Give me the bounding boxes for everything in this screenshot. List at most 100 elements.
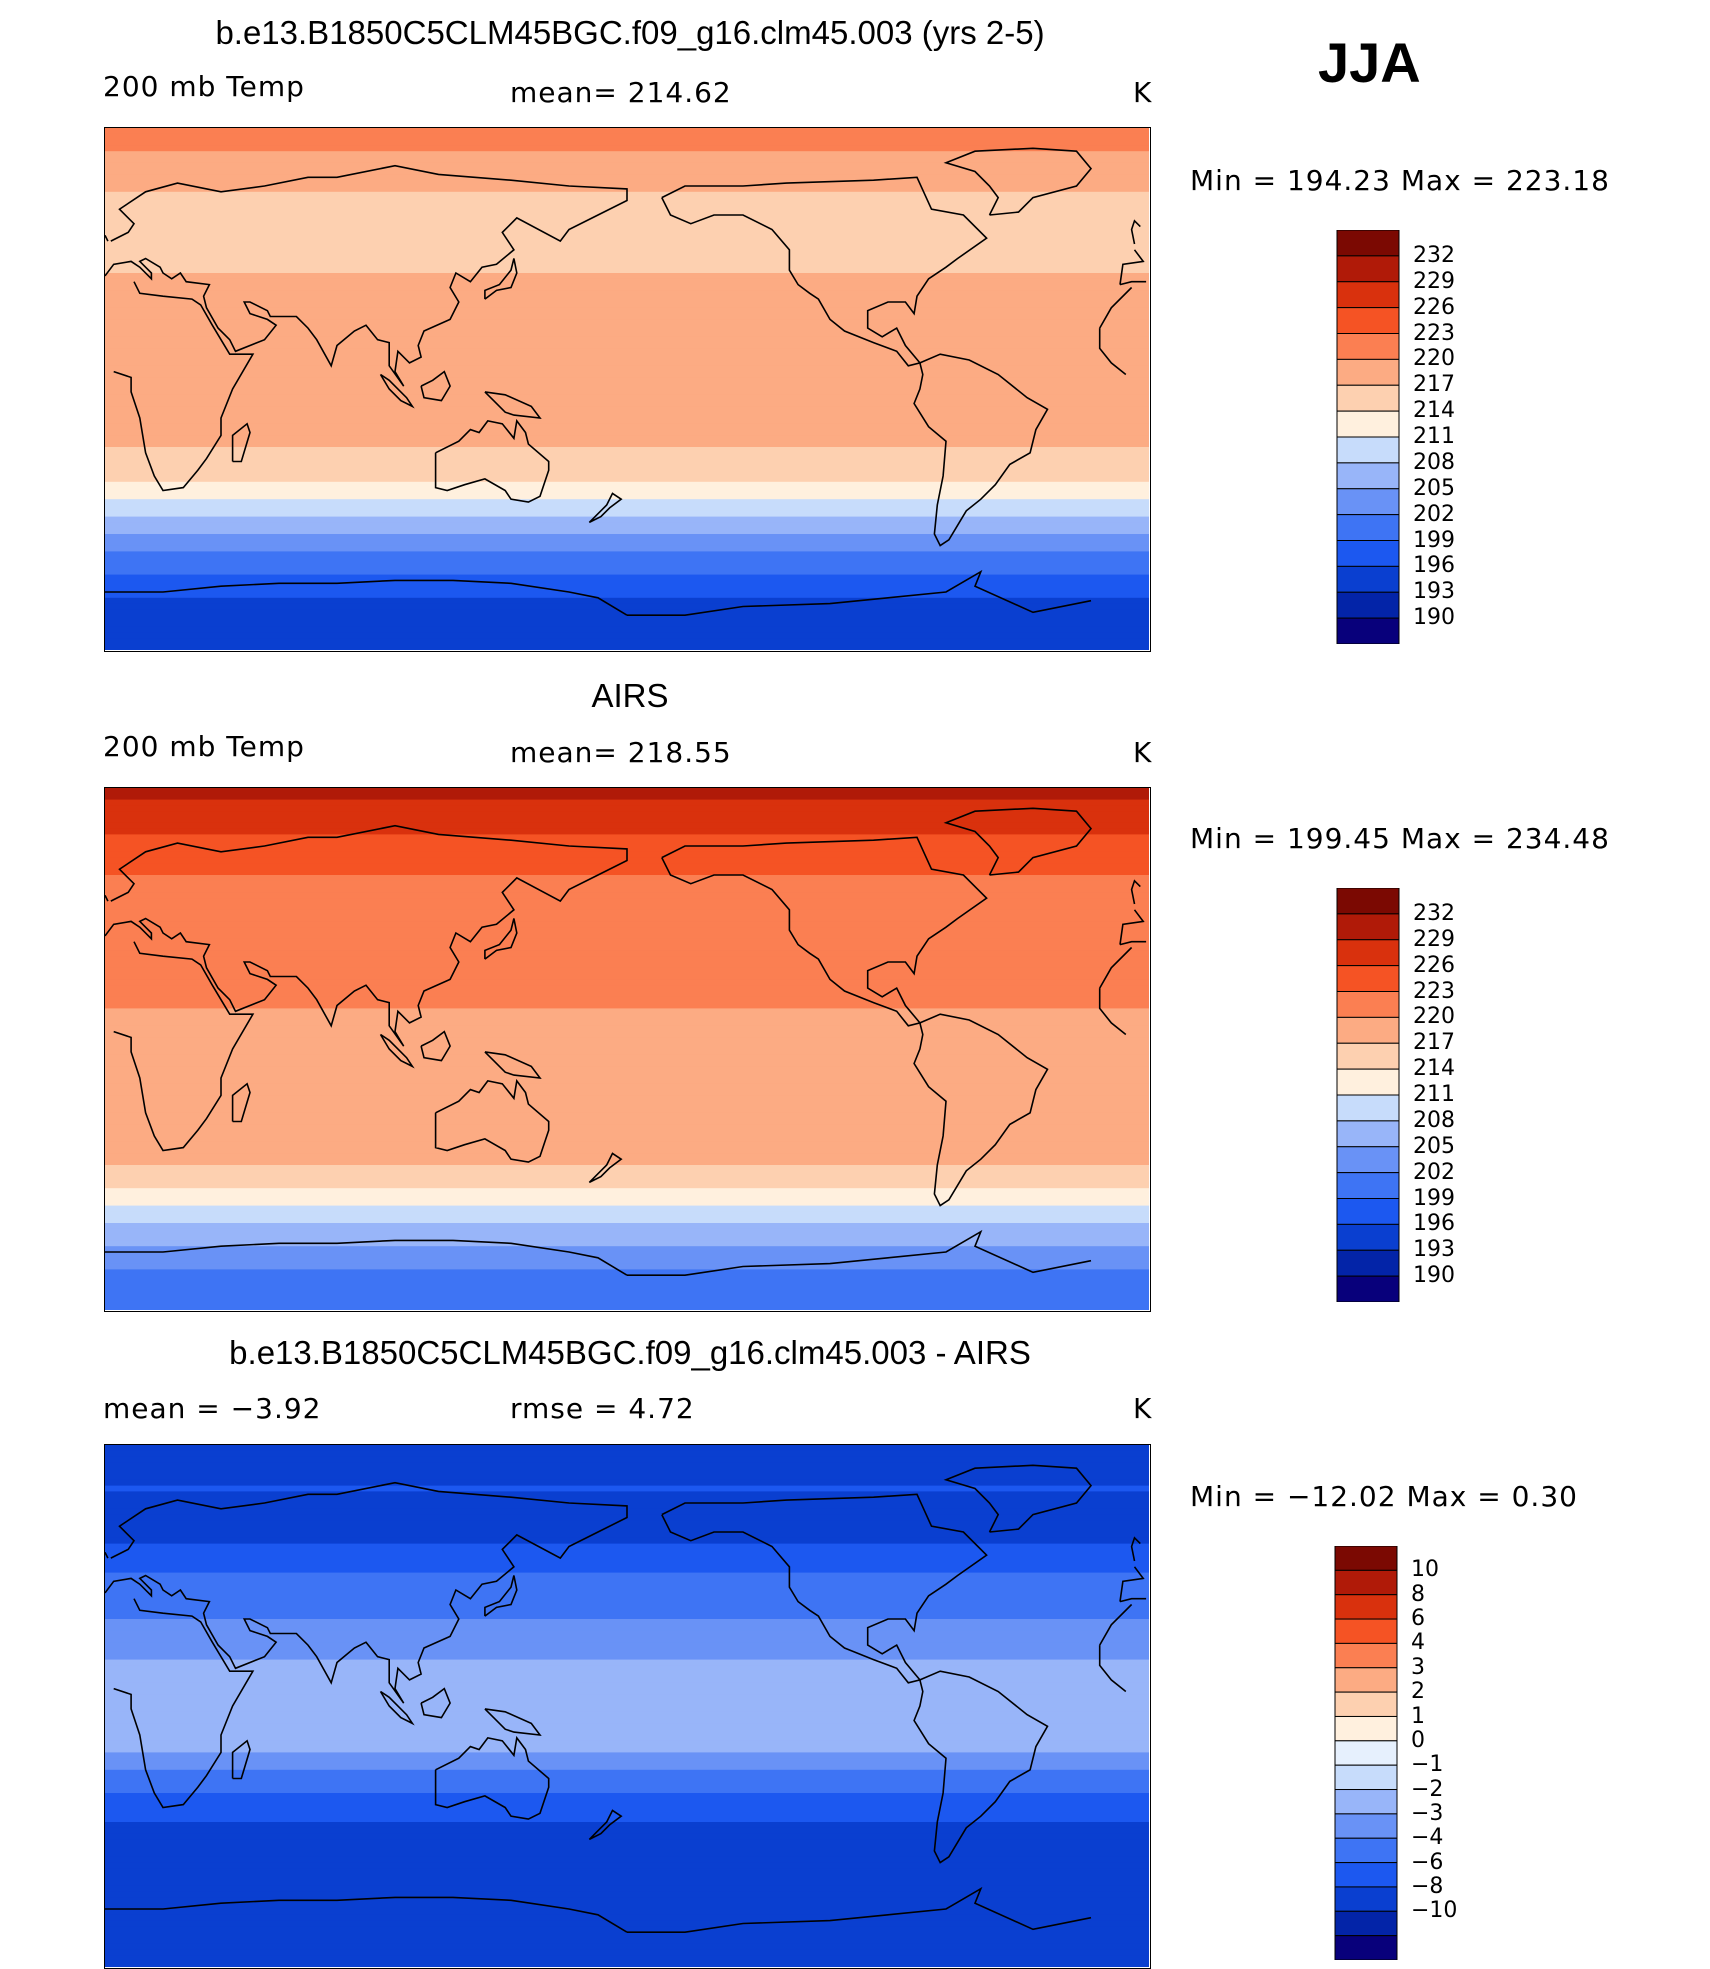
coastline-4-2: [1119, 940, 1147, 946]
zonal-band: [105, 904, 1149, 911]
coastline-12-0: [379, 1033, 415, 1069]
zonal-band: [105, 1228, 1149, 1236]
zonal-band: [105, 1769, 1149, 1777]
colorbar-tick-label: 0: [1411, 1727, 1425, 1753]
colorbar-swatch: [1336, 991, 1400, 1018]
zonal-band: [105, 799, 1149, 806]
coastline-3-1: [113, 941, 255, 1152]
colorbar-swatch: [1336, 887, 1400, 915]
colorbar-tick-label: 229: [1413, 268, 1455, 294]
zonal-band: [105, 180, 1149, 187]
panel-3-map: [104, 1444, 1151, 1969]
zonal-band: [105, 226, 1149, 233]
colorbar-tick-label: 226: [1413, 952, 1455, 978]
colorbar-swatch: [1336, 1042, 1400, 1070]
colorbar-tick-label: 196: [1413, 1211, 1455, 1237]
panel-1-colorbar: [1336, 229, 1400, 649]
zonal-band: [105, 840, 1149, 847]
zonal-band: [105, 915, 1149, 922]
panel-1-map-svg: [105, 128, 1149, 650]
coastline-3-1: [113, 281, 255, 492]
zonal-band: [105, 1124, 1149, 1131]
zonal-band: [105, 1008, 1149, 1015]
zonal-band: [105, 348, 1149, 355]
coastline-13-0: [484, 391, 542, 419]
coastline-3-0: [1099, 286, 1133, 329]
zonal-band: [105, 261, 1149, 268]
colorbar-swatch: [1336, 281, 1400, 309]
panel-1-mean-label: mean= 214.62: [510, 76, 732, 109]
colorbar-tick-label: 217: [1413, 1030, 1455, 1056]
panel-2-variable-label: 200 mb Temp: [103, 730, 305, 763]
panel-1-map: [104, 127, 1151, 652]
coastline-6-1: [105, 1239, 628, 1276]
zonal-band: [105, 412, 1149, 419]
panel-2-units-label: K: [1133, 736, 1153, 769]
zonal-band: [105, 1037, 1149, 1044]
colorbar-tick-label: 2: [1411, 1679, 1425, 1705]
coastline-7-0: [231, 1739, 251, 1780]
zonal-band: [105, 267, 1149, 274]
zonal-band: [105, 1462, 1149, 1469]
zonal-band: [105, 1031, 1149, 1038]
zonal-band: [105, 1304, 1149, 1310]
zonal-band: [105, 1286, 1149, 1294]
zonal-band: [105, 1891, 1149, 1898]
colorbar-swatch: [1334, 1910, 1398, 1937]
zonal-band: [105, 505, 1149, 512]
zonal-band: [105, 644, 1149, 650]
zonal-band: [105, 609, 1149, 616]
zonal-band: [105, 1677, 1149, 1684]
zonal-band: [105, 447, 1149, 454]
zonal-band: [105, 1729, 1149, 1736]
zonal-band: [105, 354, 1149, 361]
zonal-band: [105, 365, 1149, 373]
colorbar-tick-label: 208: [1413, 449, 1455, 475]
zonal-band: [105, 1555, 1149, 1562]
colorbar-tick-label: 8: [1411, 1581, 1425, 1607]
zonal-band: [105, 1118, 1149, 1125]
zonal-band: [105, 568, 1149, 576]
zonal-band: [105, 1445, 1149, 1452]
coastline-3-0: [1099, 1603, 1133, 1646]
zonal-band: [105, 139, 1149, 146]
zonal-band: [105, 273, 1149, 280]
panel-2-map-svg: [105, 788, 1149, 1310]
coastline-9-1: [105, 894, 109, 902]
colorbar-tick-label: 202: [1413, 501, 1455, 527]
zonal-band: [105, 834, 1149, 841]
zonal-band: [105, 563, 1149, 570]
colorbar-tick-label: 205: [1413, 1133, 1455, 1159]
zonal-band: [105, 151, 1149, 158]
colorbar-swatch: [1334, 1886, 1398, 1912]
colorbar-tick-label: −3: [1411, 1800, 1444, 1826]
zonal-band: [105, 817, 1149, 824]
colorbar-swatch: [1336, 1146, 1400, 1174]
coastline-2-0: [943, 807, 1093, 876]
colorbar-swatch: [1336, 255, 1400, 283]
zonal-band: [105, 1543, 1149, 1550]
colorbar-tick-label: 190: [1413, 1263, 1455, 1289]
coastline-5-0: [434, 1078, 550, 1163]
zonal-band: [105, 1711, 1149, 1719]
zonal-band: [105, 1735, 1149, 1742]
zonal-band: [105, 1584, 1149, 1591]
zonal-band: [105, 499, 1149, 506]
zonal-band: [105, 1292, 1149, 1299]
zonal-band: [105, 458, 1149, 465]
zonal-band: [105, 811, 1149, 818]
panel-3-colorbar-labels: 10 8 6 4 3 2 1 0 −1 −2 −3 −4 −6 −8 −10: [1411, 1546, 1491, 1960]
colorbar-swatch: [1336, 307, 1400, 335]
zonal-band: [105, 1083, 1149, 1091]
zonal-band: [105, 973, 1149, 980]
zonal-band: [105, 133, 1149, 141]
zonal-band: [105, 1275, 1149, 1282]
panel-3-title: b.e13.B1850C5CLM45BGC.f09_g16.clm45.003 …: [229, 1334, 1031, 1371]
coastline-11-0: [420, 370, 451, 402]
zonal-band: [105, 1938, 1149, 1945]
colorbar-tick-label: 199: [1413, 1185, 1455, 1211]
colorbar-tick-label: 202: [1413, 1159, 1455, 1185]
zonal-band: [105, 232, 1149, 239]
coastline-9-1: [105, 1551, 109, 1559]
zonal-band: [105, 1798, 1149, 1806]
